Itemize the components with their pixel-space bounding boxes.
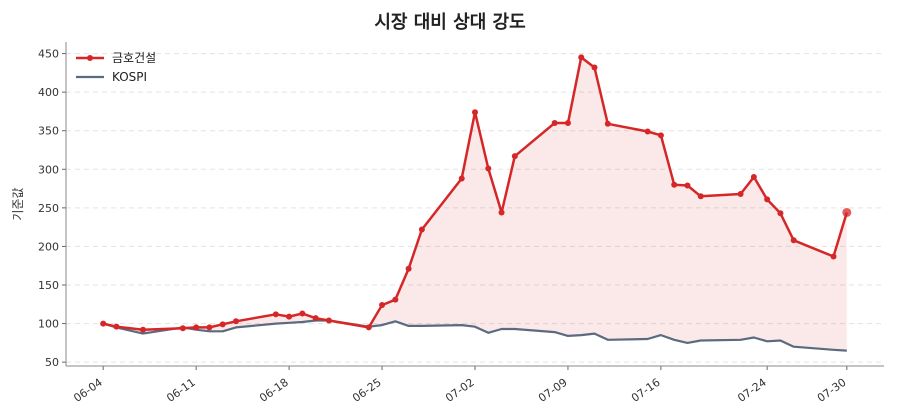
data-point [485,165,492,172]
data-point [405,265,412,272]
legend-label-kospi: KOSPI [112,70,147,84]
x-tick-label: 06-18 [257,376,291,405]
data-point [286,313,293,320]
data-point [418,226,425,233]
data-point [750,174,757,180]
data-point [764,196,771,203]
x-tick-label: 06-04 [71,376,105,405]
data-point [100,320,107,327]
x-tick-label: 06-25 [350,376,384,405]
data-point [684,182,691,189]
area-fill [103,57,847,351]
data-point [657,132,664,139]
data-point [140,326,147,333]
data-point [830,253,837,260]
y-tick-label: 400 [38,86,59,99]
data-point [671,181,678,188]
y-tick-label: 100 [38,318,59,331]
data-point [392,296,399,303]
y-tick-label: 300 [38,163,59,176]
y-tick-label: 350 [38,125,59,138]
y-tick-label: 150 [38,279,59,292]
data-point [179,325,186,332]
data-point [591,64,598,71]
y-tick-label: 250 [38,202,59,215]
data-point [365,324,372,331]
x-tick-label: 07-16 [629,376,663,405]
data-point [219,321,226,328]
y-axis-label: 기준값 [11,187,25,220]
x-tick-label: 06-11 [164,376,198,405]
data-point [193,324,200,331]
y-tick-label: 50 [45,356,59,369]
data-point [325,317,332,324]
data-point [578,54,585,61]
chart-title: 시장 대비 상대 강도 [374,12,526,33]
y-tick-label: 450 [38,48,59,61]
series-line-kumho [102,56,848,331]
x-tick-label: 07-09 [536,376,570,405]
data-point [777,210,784,217]
data-point [644,128,651,135]
x-tick-label: 07-24 [735,376,769,405]
x-tick-label: 07-02 [443,376,477,405]
data-point [299,310,306,317]
data-point [551,120,558,126]
data-point [697,193,704,200]
data-point [472,109,478,116]
data-point [511,153,518,160]
legend-marker-kumho [87,55,93,61]
data-point [604,120,611,127]
data-point [312,315,319,322]
data-point [790,237,797,244]
data-point [113,323,120,330]
x-tick-label: 07-30 [815,376,849,405]
data-point [272,311,279,318]
data-point [232,318,239,325]
legend-label-kumho: 금호건설 [112,51,156,65]
data-point [842,207,852,217]
data-point [737,190,744,197]
data-point [379,302,386,309]
y-tick-label: 200 [38,240,59,253]
data-point [564,120,571,126]
data-point [458,175,465,182]
data-point [206,324,213,331]
series-line-kospi [102,319,847,352]
data-point [498,209,505,216]
